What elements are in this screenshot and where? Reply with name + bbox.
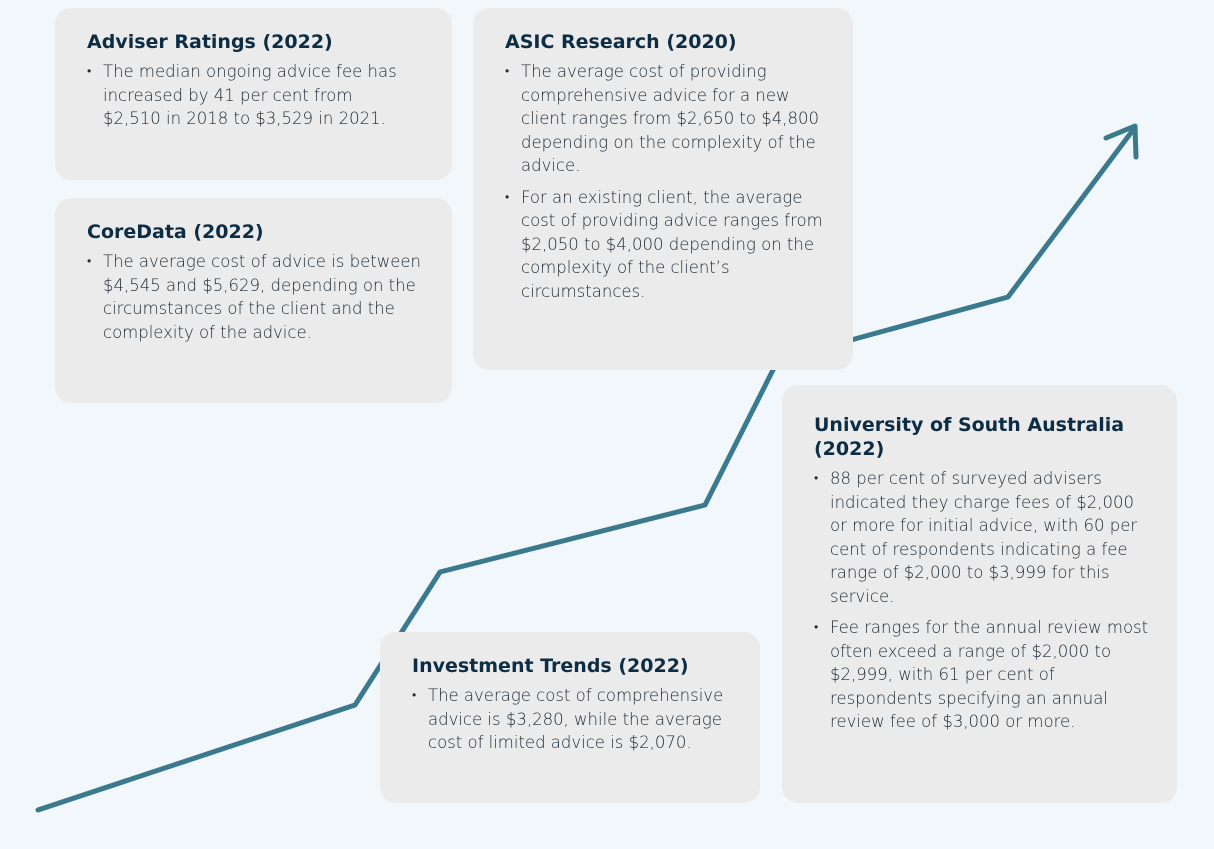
bullet-list: The median ongoing advice fee has increa… (87, 60, 428, 131)
arrow-head (1103, 123, 1139, 160)
card-title: CoreData (2022) (87, 221, 264, 243)
bullet-item: Fee ranges for the annual review most of… (814, 616, 1153, 734)
bullet-list: The average cost of advice is between $4… (87, 250, 428, 344)
info-card: CoreData (2022) The average cost of advic… (55, 198, 452, 403)
info-card: University of South Australia (2022) 88 p… (782, 385, 1177, 803)
card-title: Adviser Ratings (2022) (87, 31, 333, 53)
bullet-item: The median ongoing advice fee has increa… (87, 60, 403, 131)
bullet-item: 88 per cent of surveyed advisers indicat… (814, 467, 1153, 608)
bullet-list: The average cost of providing comprehens… (505, 60, 829, 303)
info-card: Investment Trends (2022) The average cost… (380, 632, 760, 803)
bullet-list: 88 per cent of surveyed advisers indicat… (814, 467, 1153, 734)
bullet-list: The average cost of comprehensive advice… (412, 684, 736, 755)
bullet-item: For an existing client, the average cost… (505, 186, 829, 304)
card-title: Investment Trends (2022) (412, 655, 689, 677)
trend-line (35, 127, 1136, 813)
card-title: ASIC Research (2020) (505, 31, 737, 53)
card-title: University of South Australia (2022) (814, 414, 1125, 460)
bullet-item: The average cost of providing comprehens… (505, 60, 829, 178)
info-card: Adviser Ratings (2022) The median ongoing… (55, 8, 452, 180)
info-card: ASIC Research (2020) The average cost of … (473, 8, 853, 370)
bullet-item: The average cost of advice is between $4… (87, 250, 428, 344)
bullet-item: The average cost of comprehensive advice… (412, 684, 736, 755)
